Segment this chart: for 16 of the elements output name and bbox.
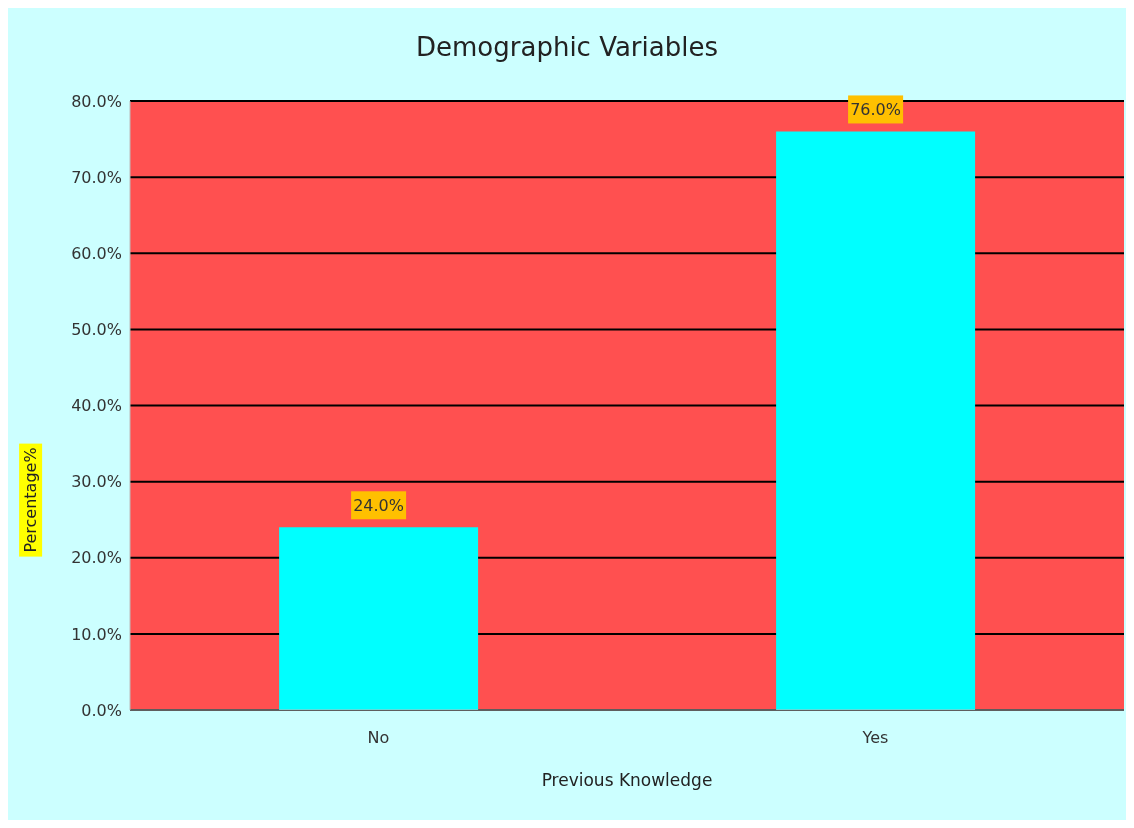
y-tick-label: 40.0% <box>71 396 122 416</box>
data-label: 76.0% <box>850 100 902 120</box>
y-tick-label: 50.0% <box>71 320 122 340</box>
chart-title: Demographic Variables <box>415 32 719 62</box>
x-axis-title: Previous Knowledge <box>540 770 714 790</box>
y-tick-label: 80.0% <box>71 91 122 111</box>
data-label: 24.0% <box>353 496 405 516</box>
y-tick-label: 0.0% <box>81 700 122 720</box>
y-tick-label: 60.0% <box>71 243 122 263</box>
x-tick-label: No <box>367 728 390 748</box>
x-tick-label: Yes <box>861 728 889 748</box>
y-tick-label: 70.0% <box>71 167 122 187</box>
y-tick-label: 30.0% <box>71 472 122 492</box>
y-axis-title: Percentage% <box>19 443 43 557</box>
y-tick-label: 20.0% <box>71 548 122 568</box>
y-tick-label: 10.0% <box>71 624 122 644</box>
